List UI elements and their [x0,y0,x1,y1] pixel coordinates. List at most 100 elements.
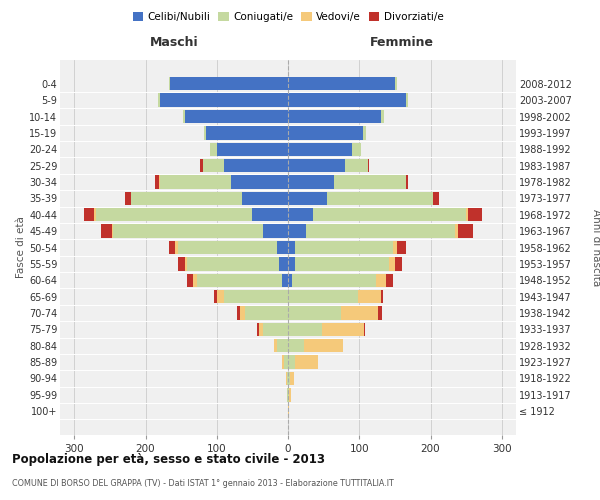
Bar [380,290,383,304]
Bar [290,372,295,385]
Bar [263,224,288,238]
Bar [94,208,95,222]
Bar [288,224,306,238]
Bar [187,257,280,270]
Y-axis label: Anni di nascita: Anni di nascita [591,209,600,286]
Bar [113,224,263,238]
Bar [395,257,402,270]
Bar [283,274,288,287]
Text: COMUNE DI BORSO DEL GRAPPA (TV) - Dati ISTAT 1° gennaio 2013 - Elaborazione TUTT: COMUNE DI BORSO DEL GRAPPA (TV) - Dati I… [12,479,394,488]
Bar [214,290,217,304]
Bar [217,290,224,304]
Bar [288,356,295,369]
Bar [379,306,382,320]
Bar [288,322,322,336]
Bar [363,126,367,140]
Bar [341,306,379,320]
Bar [288,176,334,188]
Bar [295,257,389,270]
Bar [458,224,473,238]
Bar [160,94,288,107]
Bar [200,159,203,172]
Bar [288,192,327,205]
Bar [352,142,361,156]
Bar [380,110,384,123]
Text: Femmine: Femmine [370,36,434,49]
Bar [83,208,94,222]
Bar [224,290,288,304]
Bar [406,176,409,188]
Bar [288,274,292,287]
Bar [304,339,343,352]
Bar [288,142,352,156]
Bar [306,224,455,238]
Bar [175,241,178,254]
Bar [289,388,291,402]
Bar [185,110,288,123]
Bar [406,94,408,107]
Bar [160,176,231,188]
Bar [292,274,376,287]
Bar [112,224,113,238]
Bar [288,404,289,418]
Bar [204,126,206,140]
Bar [170,77,288,90]
Bar [287,388,288,402]
Bar [345,159,368,172]
Bar [327,192,433,205]
Bar [187,274,193,287]
Bar [295,356,318,369]
Bar [284,356,288,369]
Bar [277,241,288,254]
Bar [287,372,288,385]
Y-axis label: Fasce di età: Fasce di età [16,216,26,278]
Bar [295,241,394,254]
Bar [386,274,394,287]
Bar [288,77,395,90]
Bar [257,322,259,336]
Bar [178,257,185,270]
Bar [394,241,397,254]
Bar [288,306,341,320]
Bar [364,322,365,336]
Bar [322,322,364,336]
Bar [288,110,380,123]
Bar [274,339,277,352]
Bar [288,94,406,107]
Bar [206,126,288,140]
Text: Maschi: Maschi [149,36,199,49]
Bar [288,372,290,385]
Bar [288,208,313,222]
Bar [389,257,395,270]
Bar [125,192,131,205]
Bar [131,192,242,205]
Bar [178,241,277,254]
Bar [433,192,439,205]
Bar [368,159,369,172]
Bar [253,208,288,222]
Bar [238,306,239,320]
Bar [203,159,224,172]
Bar [455,224,458,238]
Bar [376,274,386,287]
Bar [397,241,406,254]
Bar [169,241,175,254]
Text: Popolazione per età, sesso e stato civile - 2013: Popolazione per età, sesso e stato civil… [12,452,325,466]
Bar [466,208,467,222]
Bar [231,176,288,188]
Bar [288,126,363,140]
Bar [277,339,288,352]
Bar [288,241,295,254]
Bar [197,274,283,287]
Bar [224,159,288,172]
Bar [286,372,287,385]
Bar [217,142,288,156]
Bar [242,192,288,205]
Bar [193,274,197,287]
Bar [169,77,170,90]
Bar [288,290,358,304]
Bar [313,208,466,222]
Bar [395,77,397,90]
Bar [288,339,304,352]
Bar [209,142,217,156]
